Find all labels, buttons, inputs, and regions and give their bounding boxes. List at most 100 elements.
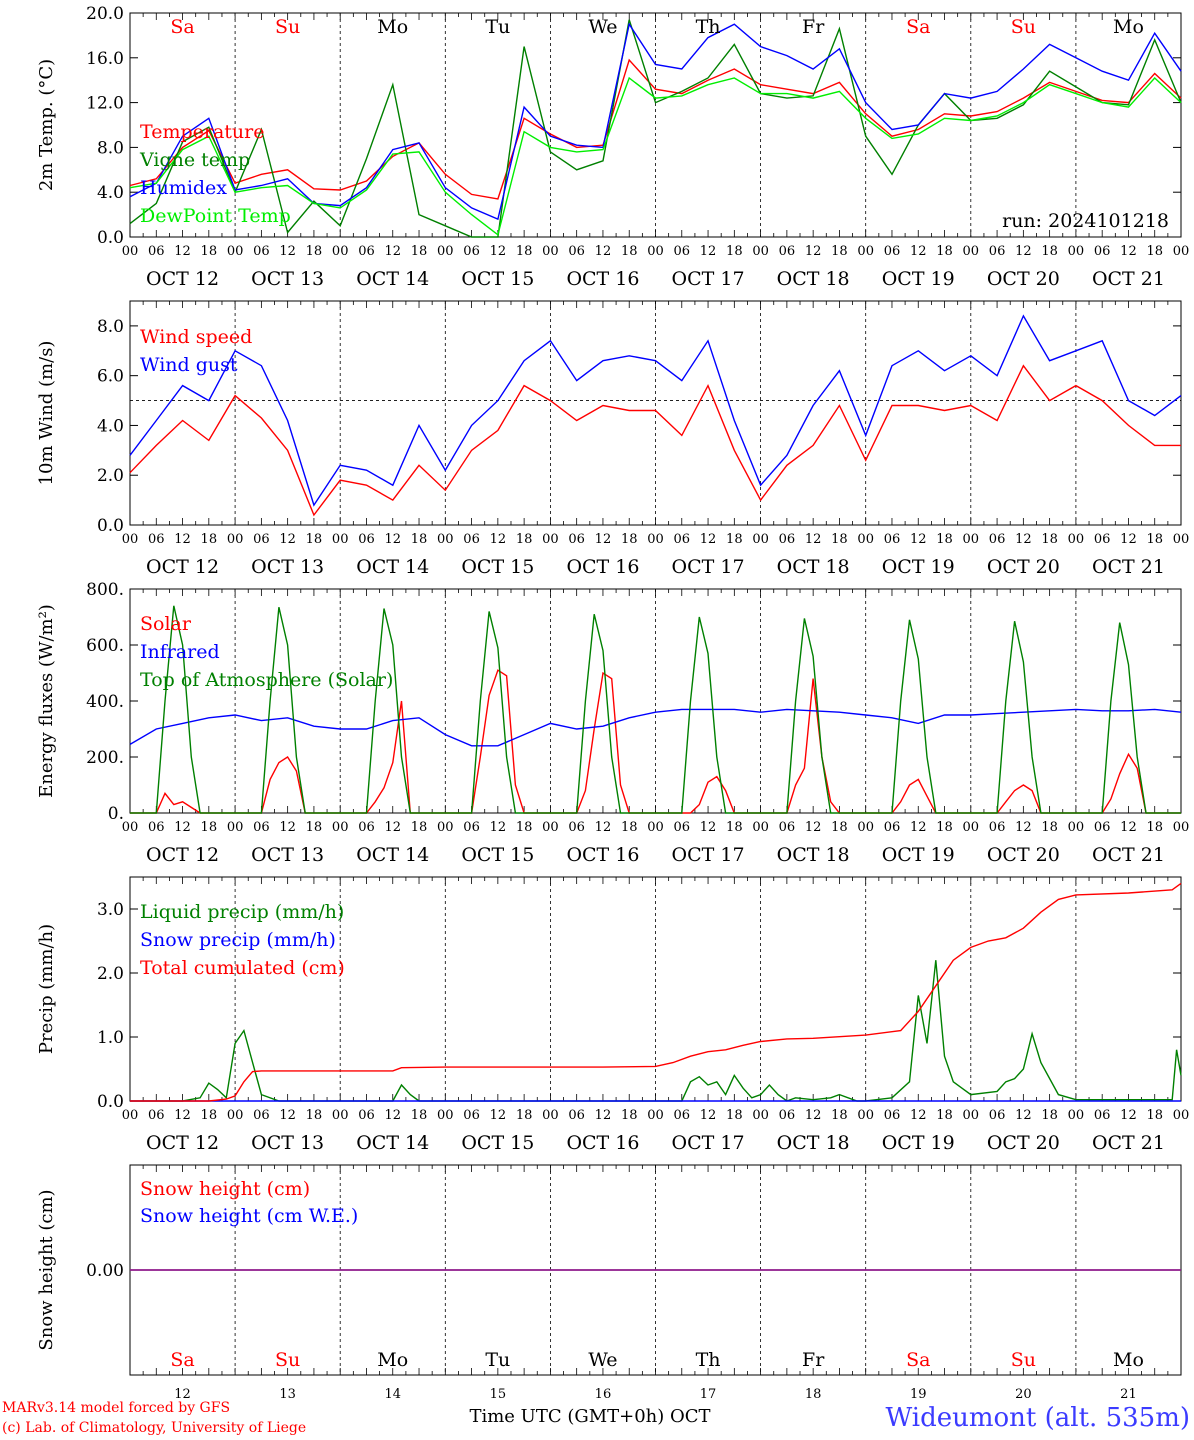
hour-tick-label: 18	[936, 820, 953, 835]
legend-entry: Total cumulated (cm)	[140, 957, 345, 979]
hour-tick-label: 18	[726, 532, 743, 547]
hour-tick-label: 00	[332, 244, 349, 259]
hour-tick-label: 18	[306, 244, 323, 259]
hour-tick-label: 18	[621, 244, 638, 259]
y-tick-label: 12.0	[86, 94, 124, 114]
y-tick-label: 800.	[86, 580, 124, 600]
legend-entry: Snow height (cm W.E.)	[140, 1205, 358, 1227]
date-label: OCT 19	[882, 556, 955, 578]
hour-tick-label: 06	[779, 244, 796, 259]
hour-tick-label: 06	[1094, 532, 1111, 547]
hour-tick-label: 12	[910, 1108, 927, 1123]
hour-tick-label: 00	[647, 1108, 664, 1123]
hour-tick-label: 06	[568, 244, 585, 259]
hour-tick-label: 18	[936, 1108, 953, 1123]
hour-tick-label: 00	[1068, 244, 1085, 259]
hour-tick-label: 12	[910, 244, 927, 259]
y-tick-label: 200.	[86, 748, 124, 768]
weekday-label: Tu	[485, 1349, 510, 1371]
hour-tick-label: 12	[805, 820, 822, 835]
legend-entry: Vigne temp	[139, 149, 250, 171]
hour-tick-label: 00	[437, 820, 454, 835]
date-label: OCT 15	[461, 556, 534, 578]
series-total-cumulated-cm-	[130, 882, 1182, 1102]
hour-tick-label: 12	[279, 1108, 296, 1123]
date-number: 19	[910, 1387, 927, 1402]
hour-tick-label: 06	[358, 244, 375, 259]
date-label: OCT 17	[672, 1132, 745, 1154]
date-label: OCT 12	[146, 844, 219, 866]
series-humidex	[129, 22, 1182, 221]
hour-tick-label: 18	[1041, 244, 1058, 259]
date-label: OCT 21	[1092, 556, 1165, 578]
series-top-of-atmosphere-solar-	[130, 605, 1181, 814]
y-tick-label: 2.0	[97, 964, 124, 984]
y-tick-label: 4.0	[97, 183, 124, 203]
date-label: OCT 14	[356, 268, 429, 290]
hour-tick-label: 12	[174, 820, 191, 835]
hour-tick-label: 18	[1041, 1108, 1058, 1123]
date-label: OCT 16	[566, 556, 639, 578]
hour-tick-label: 12	[1015, 820, 1032, 835]
legend-entry: Wind speed	[140, 326, 252, 348]
hour-tick-label: 06	[463, 244, 480, 259]
y-tick-label: 1.0	[97, 1028, 124, 1048]
date-label: OCT 16	[566, 844, 639, 866]
hour-tick-label: 12	[700, 244, 717, 259]
hour-tick-label: 12	[910, 820, 927, 835]
hour-tick-label: 12	[384, 820, 401, 835]
hour-tick-label: 12	[490, 244, 507, 259]
hour-tick-label: 18	[516, 1108, 533, 1123]
hour-tick-label: 06	[779, 820, 796, 835]
hour-tick-label: 18	[831, 820, 848, 835]
panel-1: 0.0 4.0 8.0 12.0 16.0 20.0 2m Temp. (°C) Temper…	[36, 4, 1189, 290]
hour-tick-label: 00	[963, 1108, 980, 1123]
hour-tick-label: 06	[253, 820, 270, 835]
hour-tick-label: 06	[884, 1108, 901, 1123]
hour-tick-label: 18	[516, 532, 533, 547]
hour-tick-label: 06	[148, 532, 165, 547]
hour-tick-label: 06	[463, 820, 480, 835]
station-name: Wideumont (alt. 535m)	[886, 1403, 1190, 1433]
hour-tick-label: 06	[463, 532, 480, 547]
hour-tick-label: 18	[201, 1108, 218, 1123]
hour-tick-label: 18	[831, 1108, 848, 1123]
series-liquid-precip-mm-h-	[130, 960, 1182, 1102]
hour-tick-label: 18	[726, 820, 743, 835]
run-label: run: 2024101218	[1002, 210, 1169, 232]
date-number: 16	[595, 1387, 612, 1402]
hour-tick-label: 06	[1094, 244, 1111, 259]
hour-tick-label: 06	[253, 1108, 270, 1123]
hour-tick-label: 18	[621, 1108, 638, 1123]
hour-tick-label: 00	[227, 532, 244, 547]
hour-tick-label: 00	[647, 532, 664, 547]
hour-tick-label: 12	[805, 532, 822, 547]
date-label: OCT 17	[672, 268, 745, 290]
date-label: OCT 12	[146, 268, 219, 290]
y-axis-label: 10m Wind (m/s)	[36, 341, 57, 486]
hour-tick-label: 12	[490, 820, 507, 835]
hour-tick-label: 06	[989, 532, 1006, 547]
date-number: 15	[490, 1387, 507, 1402]
hour-tick-label: 06	[568, 532, 585, 547]
weekday-label: Su	[1011, 1349, 1036, 1371]
date-label: OCT 18	[777, 556, 850, 578]
copyright: (c) Lab. of Climatology, University of L…	[2, 1420, 306, 1436]
hour-tick-label: 06	[148, 244, 165, 259]
hour-tick-label: 06	[989, 1108, 1006, 1123]
hour-tick-label: 18	[621, 820, 638, 835]
weekday-label: Mo	[1113, 16, 1144, 38]
hour-tick-label: 00	[1173, 244, 1190, 259]
hour-tick-label: 00	[542, 244, 559, 259]
hour-tick-label: 00	[647, 820, 664, 835]
hour-tick-label: 12	[1015, 1108, 1032, 1123]
date-label: OCT 13	[251, 268, 324, 290]
hour-tick-label: 12	[1015, 244, 1032, 259]
hour-tick-label: 00	[857, 244, 874, 259]
hour-tick-label: 18	[726, 1108, 743, 1123]
weekday-label: We	[588, 16, 617, 38]
hour-tick-label: 12	[595, 1108, 612, 1123]
model-credit: MARv3.14 model forced by GFS	[2, 1400, 230, 1416]
y-tick-label: 8.0	[97, 317, 124, 337]
date-label: OCT 15	[461, 268, 534, 290]
